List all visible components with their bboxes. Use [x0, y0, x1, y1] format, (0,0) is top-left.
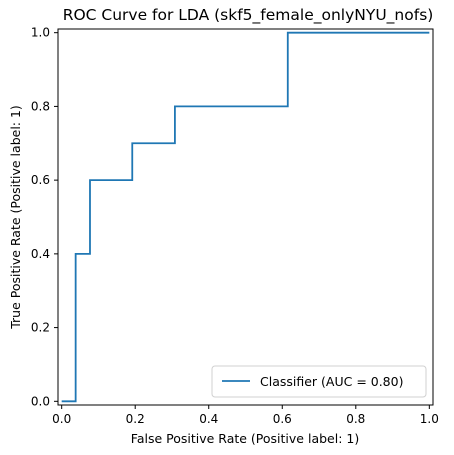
plot-area: 0.0 0.2 0.4 0.6 0.8 1.0 0.0 0.2 0.4 0.6 0.8 1.0 [31, 26, 439, 426]
y-axis-ticks: 0.0 0.2 0.4 0.6 0.8 1.0 [31, 26, 58, 408]
y-tick-label: 1.0 [31, 26, 50, 40]
x-axis-ticks: 0.0 0.2 0.4 0.6 0.8 1.0 [52, 405, 439, 426]
y-axis-label: True Positive Rate (Positive label: 1) [8, 105, 23, 330]
y-tick-label: 0.0 [31, 394, 50, 408]
x-tick-label: 0.2 [126, 412, 145, 426]
x-tick-label: 0.8 [346, 412, 365, 426]
plot-frame [57, 28, 434, 406]
x-tick-label: 0.6 [273, 412, 292, 426]
legend-series-label: Classifier (AUC = 0.80) [260, 374, 403, 389]
legend: Classifier (AUC = 0.80) [211, 365, 427, 398]
roc-curve-line [61, 31, 430, 403]
legend-box [211, 365, 427, 398]
x-tick-label: 0.0 [52, 412, 71, 426]
x-tick-label: 1.0 [420, 412, 439, 426]
y-tick-label: 0.8 [31, 99, 50, 113]
x-tick-label: 0.4 [199, 412, 218, 426]
chart-title: ROC Curve for LDA (skf5_female_onlyNYU_n… [63, 6, 434, 25]
y-tick-label: 0.2 [31, 321, 50, 335]
x-axis-label: False Positive Rate (Positive label: 1) [131, 431, 359, 446]
y-tick-label: 0.4 [31, 247, 50, 261]
series-layer [61, 31, 430, 403]
y-tick-label: 0.6 [31, 173, 50, 187]
